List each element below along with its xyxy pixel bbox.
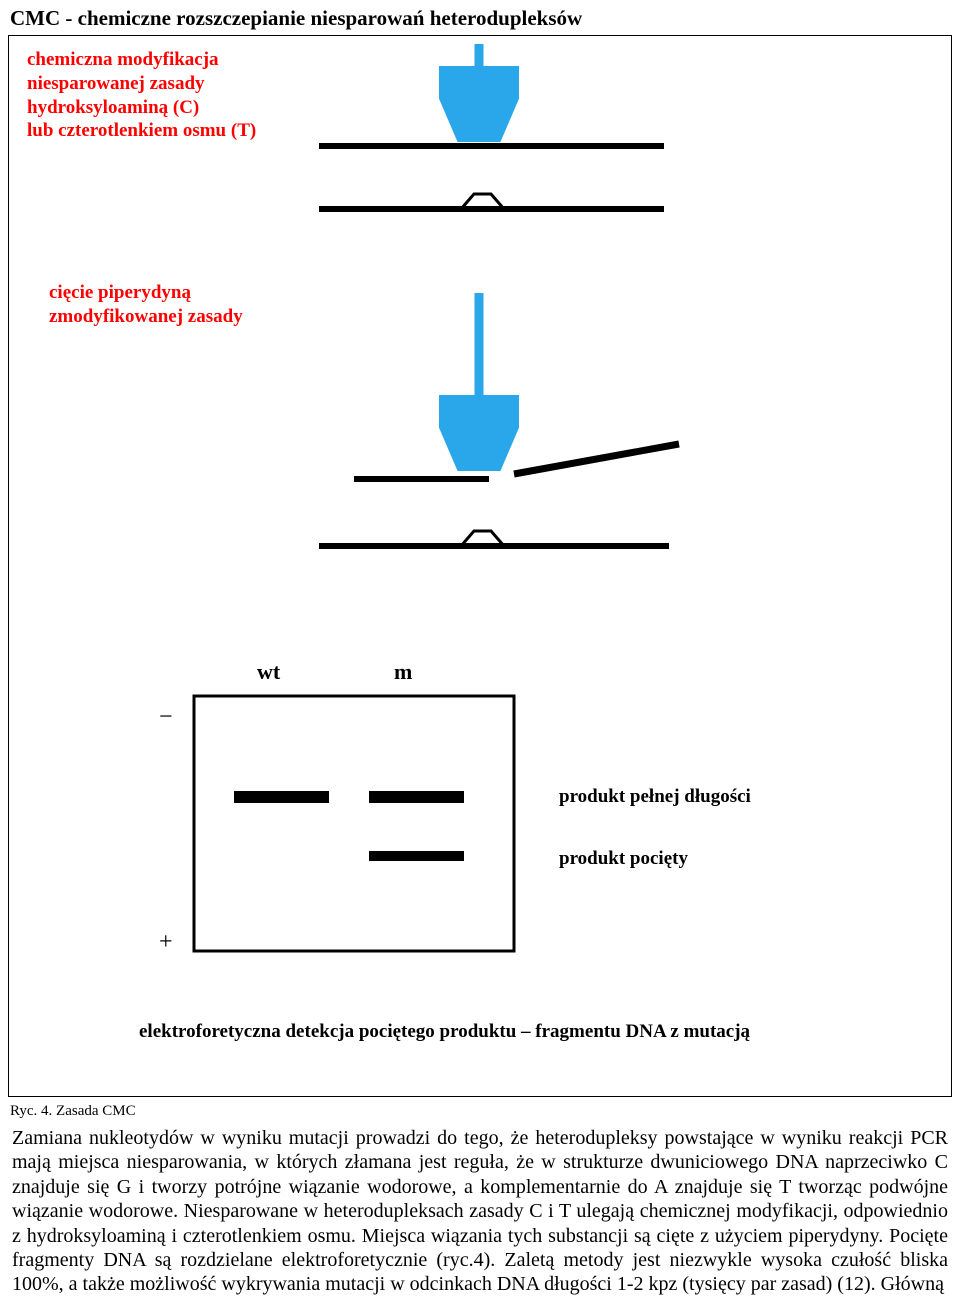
- body-paragraph: Zamiana nukleotydów w wyniku mutacji pro…: [0, 1122, 960, 1297]
- figure-container: chemiczna modyfikacja niesparowanej zasa…: [8, 35, 952, 1097]
- page-title: CMC - chemiczne rozszczepianie niesparow…: [0, 0, 960, 35]
- label-full-product: produkt pełnej długości: [559, 786, 751, 808]
- label-detection: elektroforetyczna detekcja pociętego pro…: [139, 1021, 750, 1043]
- figure-caption: Ryc. 4. Zasada CMC: [0, 1097, 960, 1122]
- label-cut-product: produkt pocięty: [559, 848, 688, 870]
- gel-diagram: [9, 36, 949, 996]
